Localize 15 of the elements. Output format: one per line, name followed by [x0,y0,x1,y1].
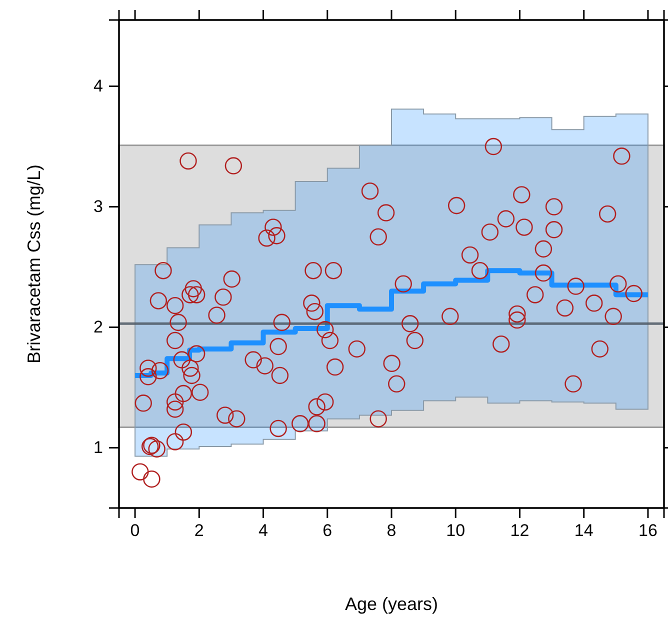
x-tick-label: 2 [194,521,204,540]
x-tick-label: 12 [510,521,530,540]
y-tick-label: 2 [94,318,103,337]
x-tick-label: 16 [638,521,658,540]
y-tick-label: 4 [94,76,103,96]
y-axis-title: Brivaracetam Css (mg/L) [24,164,44,364]
x-tick-label: 0 [130,521,140,540]
x-tick-label: 10 [446,521,466,540]
x-tick-label: 8 [386,521,396,540]
y-tick-label: 3 [94,197,103,216]
y-tick-label: 1 [94,438,103,458]
x-axis-title: Age (years) [344,594,438,614]
x-tick-label: 14 [574,521,594,540]
x-tick-label: 6 [322,521,332,540]
x-tick-label: 4 [258,521,268,540]
